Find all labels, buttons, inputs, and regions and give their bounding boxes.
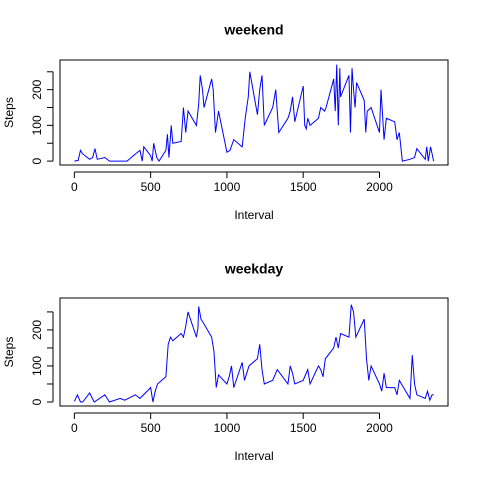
y-tick-label: 200 bbox=[30, 79, 44, 99]
y-tick-label: 0 bbox=[30, 157, 44, 164]
y-axis-label: Steps bbox=[2, 97, 16, 128]
x-tick-label: 1500 bbox=[290, 180, 317, 194]
x-tick-label: 0 bbox=[71, 421, 78, 435]
x-tick-label: 1000 bbox=[214, 421, 241, 435]
data-line bbox=[74, 64, 435, 163]
y-tick-label: 100 bbox=[30, 356, 44, 376]
plot-box bbox=[59, 59, 449, 166]
data-line bbox=[73, 304, 434, 403]
y-axis-label: Steps bbox=[2, 337, 16, 368]
x-tick-label: 500 bbox=[141, 421, 161, 435]
x-tick-label: 500 bbox=[141, 180, 161, 194]
chart-title: weekday bbox=[224, 261, 284, 277]
x-tick-label: 0 bbox=[71, 180, 78, 194]
x-axis-label: Interval bbox=[234, 449, 273, 463]
y-tick-label: 200 bbox=[30, 320, 44, 340]
x-tick-label: 2000 bbox=[366, 180, 393, 194]
chart-title: weekend bbox=[223, 22, 283, 38]
x-tick-label: 2000 bbox=[366, 421, 393, 435]
plot-box bbox=[59, 297, 449, 407]
x-tick-label: 1000 bbox=[214, 180, 241, 194]
x-axis-label: Interval bbox=[234, 208, 273, 222]
y-tick-label: 0 bbox=[30, 398, 44, 405]
x-tick-label: 1500 bbox=[290, 421, 317, 435]
y-tick-label: 100 bbox=[30, 115, 44, 135]
